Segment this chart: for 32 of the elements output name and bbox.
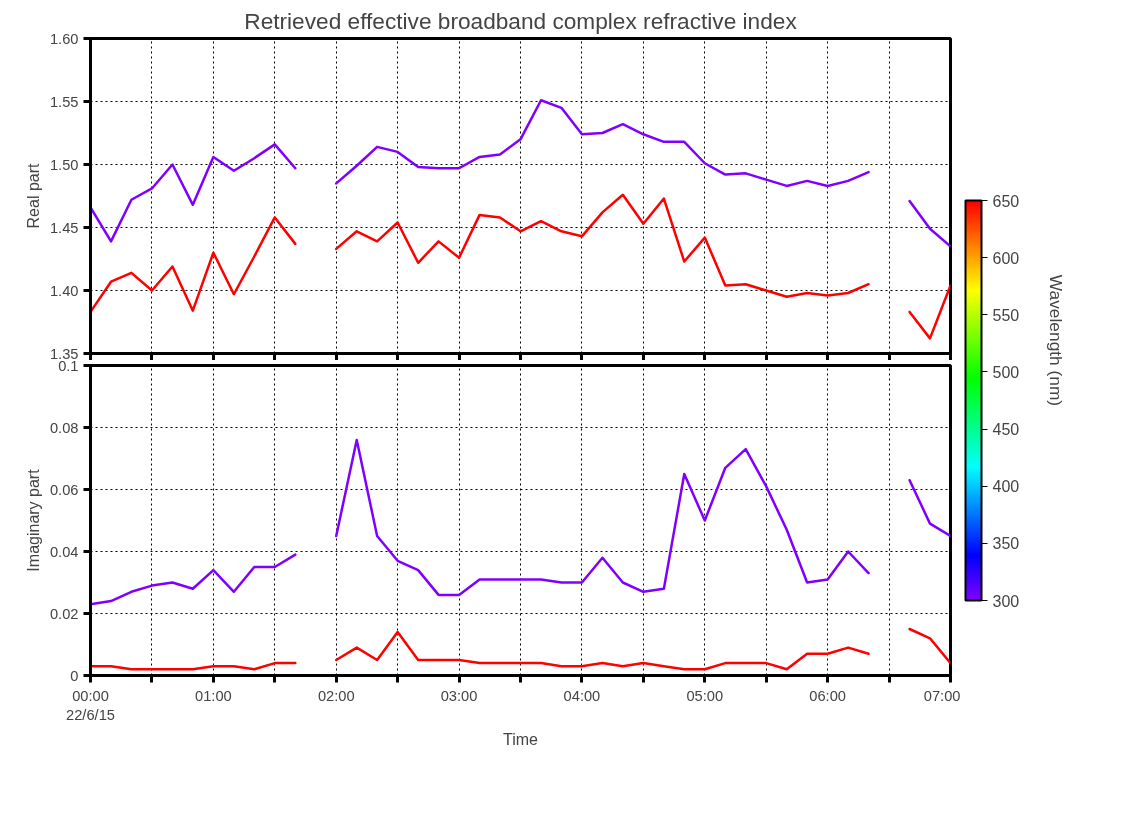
- color-bar-label: 600: [992, 249, 1020, 267]
- color-bar-label: 350: [992, 535, 1020, 553]
- color-bar-label: 300: [992, 592, 1020, 610]
- color-bar-label: 450: [992, 421, 1020, 439]
- color-bar-label: 400: [992, 478, 1020, 496]
- color-bar-label: 550: [992, 306, 1020, 324]
- chart-title: Retrieved effective broadband complex refractive index: [244, 7, 798, 34]
- x-tick-label: 03:00: [440, 687, 478, 704]
- y-tick-label: 1.35: [49, 345, 79, 362]
- y-tick-label: 0: [70, 667, 79, 684]
- color-bar-label: 650: [992, 192, 1020, 210]
- x-tick-label: 05:00: [686, 687, 724, 704]
- color-bar-title: Wavelength (nm): [1045, 274, 1066, 407]
- y-tick-label: 0.02: [49, 605, 79, 622]
- x-tick-label: 00:00 22/6/15: [66, 687, 115, 723]
- x-tick-label: 02:00: [317, 687, 355, 704]
- y-tick-label: 1.50: [49, 156, 79, 173]
- y-axis-title: Imaginary part: [24, 468, 42, 572]
- y-tick-label: 0.08: [49, 419, 79, 436]
- y-tick-label: 1.55: [49, 93, 79, 110]
- y-tick-label: 0.06: [49, 481, 79, 498]
- y-axis-title: Real part: [24, 162, 42, 229]
- y-tick-label: 0.04: [49, 543, 79, 560]
- y-tick-label: 1.40: [49, 282, 79, 299]
- y-tick-label: 1.60: [49, 30, 79, 47]
- x-tick-label: 07:00: [923, 687, 961, 704]
- x-tick-label: 04:00: [563, 687, 601, 704]
- x-tick-label: 06:00: [809, 687, 846, 704]
- color-bar-label: 500: [992, 363, 1020, 381]
- x-axis-title: Time: [503, 730, 539, 748]
- y-tick-label: 1.45: [49, 219, 79, 236]
- x-tick-label: 01:00: [195, 687, 232, 704]
